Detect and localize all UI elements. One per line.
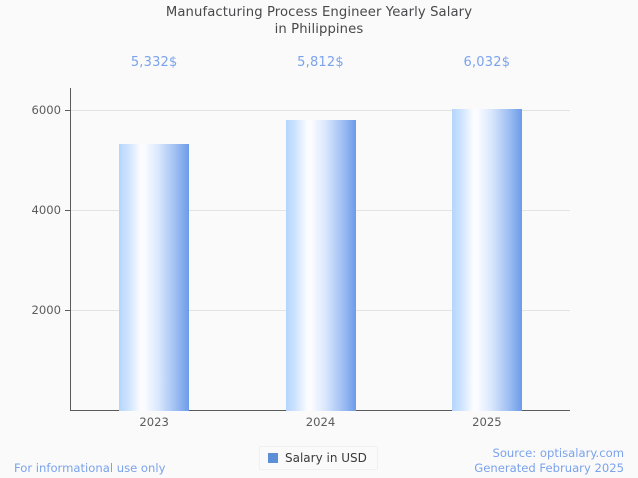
gridline: [71, 110, 570, 111]
bar-2025[interactable]: [451, 109, 522, 411]
plot-area: [71, 95, 570, 411]
source-block: Source: optisalary.com Generated Februar…: [474, 446, 624, 476]
bar-value-label-2023: 5,332$: [130, 55, 178, 70]
chart-title-line-2: in Philippines: [274, 22, 364, 37]
bar-2023[interactable]: [119, 144, 190, 411]
bar-value-label-2024: 5,812$: [297, 55, 344, 70]
legend-item-label: Salary in USD: [285, 451, 367, 465]
chart-title-line-1: Manufacturing Process Engineer Yearly Sa…: [165, 5, 473, 20]
disclaimer-text: For informational use only: [14, 461, 166, 475]
bar-value-label-2025: 6,032$: [463, 55, 511, 70]
y-axis-tick-label: 4000: [31, 203, 61, 217]
x-axis-tick-label-2023: 2023: [139, 415, 169, 429]
chart-title: Manufacturing Process Engineer Yearly Sa…: [0, 4, 638, 38]
y-axis-tick-mark: [65, 110, 71, 112]
y-axis-tick-mark: [65, 210, 71, 212]
chart-legend[interactable]: Salary in USD: [259, 446, 378, 470]
source-text: Source: optisalary.com: [492, 446, 624, 460]
y-axis-tick-mark: [65, 310, 71, 312]
y-axis-line: [70, 88, 72, 411]
bar-2024[interactable]: [285, 120, 356, 411]
y-axis-tick-label: 2000: [31, 303, 61, 317]
legend-swatch-icon: [268, 453, 278, 463]
generated-date-text: Generated February 2025: [474, 461, 624, 475]
x-axis-tick-label-2024: 2024: [305, 415, 336, 429]
x-axis-tick-label-2025: 2025: [472, 415, 502, 429]
y-axis-tick-label: 6000: [31, 103, 61, 117]
